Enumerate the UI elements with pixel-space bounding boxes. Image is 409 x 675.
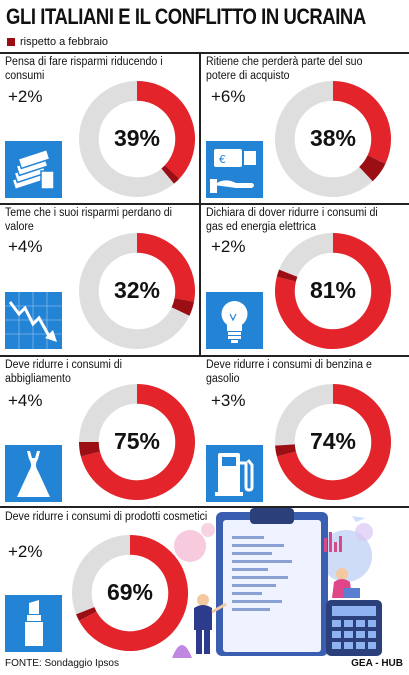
donut-chart: 38% [275, 81, 391, 197]
donut-value-arc [80, 384, 195, 500]
donut-change-arc [76, 606, 97, 621]
credit: GEA - HUB [351, 658, 403, 669]
donut-svg [275, 233, 391, 349]
donut-change-arc [161, 165, 180, 184]
question-text: Dichiara di dover ridurre i consumi di g… [206, 207, 378, 233]
chart-panel: Pensa di fare risparmi riducendo i consu… [0, 54, 199, 203]
chart-panel: Dichiara di dover ridurre i consumi di g… [201, 205, 409, 355]
donut-change-arc [276, 269, 298, 282]
donut-label: 39% [113, 125, 161, 151]
donut-value-arc [276, 384, 391, 500]
donut-label: 69% [106, 579, 154, 605]
falling-chart-icon [5, 292, 62, 349]
legend-label: rispetto a febbraio [20, 36, 109, 48]
change-value: +2% [8, 542, 43, 561]
fuel-pump-icon [206, 445, 263, 502]
donut-chart: 69% [72, 535, 188, 651]
legend-swatch [7, 38, 15, 46]
chart-panel: Deve ridurre i consumi di benzina e gaso… [201, 357, 409, 506]
donut-chart: 75% [78, 384, 195, 500]
change-value: +4% [8, 237, 43, 256]
question-text: Pensa di fare risparmi riducendo i consu… [5, 56, 163, 82]
question-text: Deve ridurre i consumi di benzina e gaso… [206, 359, 372, 385]
light-bulb-icon [206, 292, 263, 349]
change-value: +3% [211, 391, 246, 410]
chart-panel: Deve ridurre i consumi di prodotti cosme… [0, 508, 409, 658]
donut-svg [79, 233, 195, 349]
chart-panel: Ritiene che perderà parte del suo potere… [201, 54, 409, 203]
donut-label: 32% [113, 277, 161, 303]
change-value: +2% [211, 237, 246, 256]
divider [0, 506, 409, 508]
donut-label: 38% [309, 125, 357, 151]
divider [0, 203, 409, 205]
divider [0, 52, 409, 54]
donut-label: 74% [309, 428, 357, 454]
donut-change-arc [275, 444, 296, 457]
chart-panel: Teme che i suoi risparmi perdano di valo… [0, 205, 199, 355]
question-text: Deve ridurre i consumi di abbigliamento [5, 359, 123, 385]
dress-icon [5, 445, 62, 502]
change-value: +6% [211, 87, 246, 106]
donut-value-arc [275, 233, 391, 349]
survey-illustration [168, 508, 409, 658]
legend: rispetto a febbraio [7, 36, 108, 48]
donut-svg [72, 535, 188, 651]
donut-label: 75% [113, 428, 161, 454]
money-stack-icon [5, 141, 62, 198]
divider [199, 52, 201, 355]
donut-svg [275, 81, 391, 197]
question-text: Deve ridurre i consumi di prodotti cosme… [5, 511, 208, 523]
donut-value-arc [79, 535, 188, 651]
donut-svg [78, 384, 195, 500]
donut-value-arc [332, 81, 391, 164]
question-text: Ritiene che perderà parte del suo potere… [206, 56, 363, 82]
page-title: GLI ITALIANI E IL CONFLITTO IN UCRAINA [6, 4, 366, 29]
donut-change-arc [171, 297, 194, 316]
chart-panel: Deve ridurre i consumi di abbigliamento … [0, 357, 199, 506]
payment-card-hand-icon: € [206, 141, 263, 198]
lipstick-icon [5, 595, 62, 652]
donut-svg [79, 81, 195, 197]
donut-value-arc [136, 81, 195, 179]
donut-label: 81% [309, 277, 357, 303]
donut-chart: 39% [79, 81, 195, 197]
question-text: Teme che i suoi risparmi perdano di valo… [5, 207, 173, 233]
divider [0, 355, 409, 357]
donut-chart: 81% [275, 233, 391, 349]
source-note: FONTE: Sondaggio Ipsos [5, 658, 119, 669]
change-value: +4% [8, 391, 43, 410]
donut-value-arc [136, 233, 195, 302]
donut-change-arc [358, 154, 386, 182]
donut-chart: 74% [275, 384, 391, 500]
donut-change-arc [78, 441, 100, 457]
change-value: +2% [8, 87, 43, 106]
donut-svg [275, 384, 391, 500]
svg-text:€: € [219, 153, 226, 166]
donut-chart: 32% [79, 233, 195, 349]
